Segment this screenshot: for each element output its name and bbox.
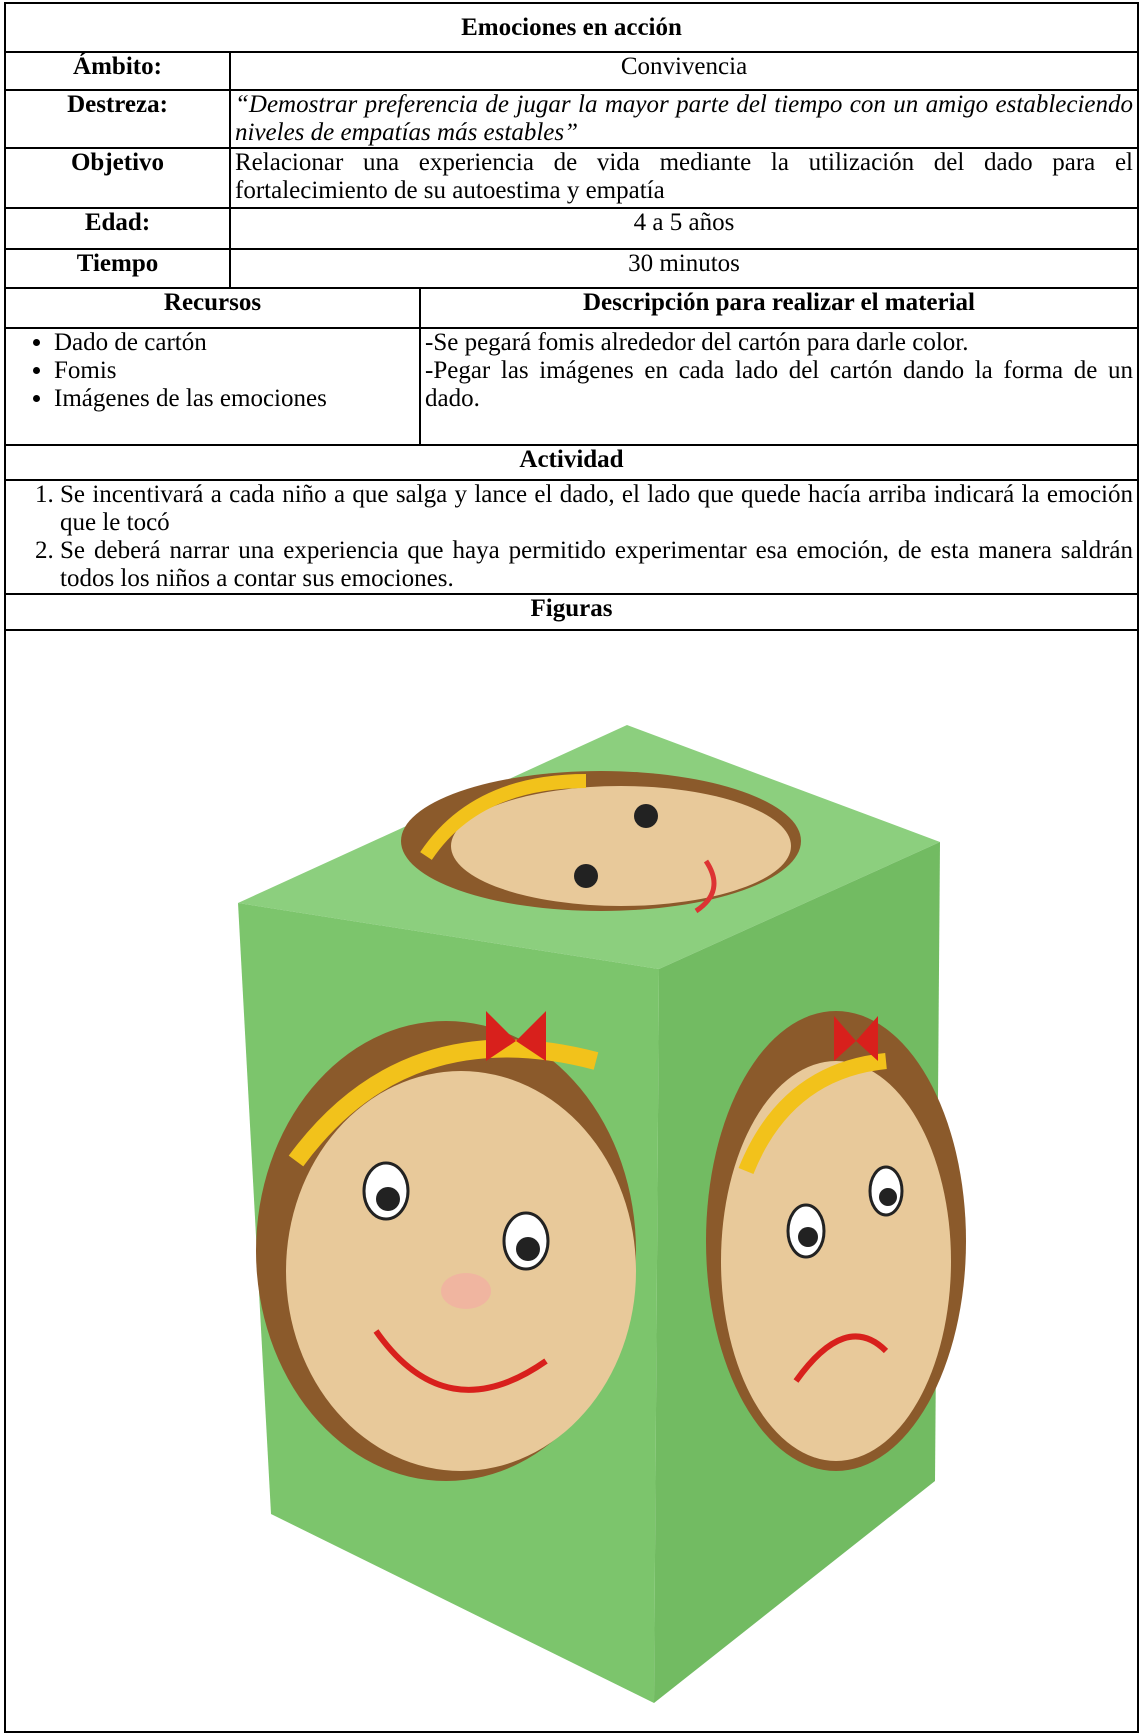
label: Destreza: bbox=[4, 89, 231, 149]
description-header: Descripción para realizar el material bbox=[419, 287, 1139, 329]
resources-list: Dado de cartón Fomis Imágenes de las emo… bbox=[4, 327, 421, 446]
activity-sheet: Emociones en acción Ámbito: Convivencia … bbox=[4, 2, 1139, 1733]
value: 30 minutos bbox=[229, 248, 1139, 289]
list: Dado de cartón Fomis Imágenes de las emo… bbox=[10, 329, 415, 413]
activity-header: Actividad bbox=[4, 444, 1139, 481]
left-face bbox=[256, 1011, 636, 1481]
description-item: -Se pegará fomis alrededor del cartón pa… bbox=[425, 329, 969, 356]
figures-header: Figuras bbox=[4, 593, 1139, 631]
value: “Demostrar preferencia de jugar la mayor… bbox=[229, 89, 1139, 149]
label: Edad: bbox=[4, 207, 231, 250]
step: Se deberá narrar una experiencia que hay… bbox=[60, 537, 1133, 593]
description-list: -Se pegará fomis alrededor del cartón pa… bbox=[419, 327, 1139, 446]
activity-steps: Se incentivará a cada niño a que salga y… bbox=[4, 479, 1139, 595]
figure-cell bbox=[4, 629, 1139, 1733]
dice-illustration bbox=[238, 725, 966, 1703]
label: Ámbito: bbox=[4, 51, 231, 91]
resource: Dado de cartón bbox=[54, 329, 415, 357]
title: Emociones en acción bbox=[4, 2, 1139, 53]
step: Se incentivará a cada niño a que salga y… bbox=[60, 481, 1133, 537]
value: Convivencia bbox=[229, 51, 1139, 91]
resources-header: Recursos bbox=[4, 287, 421, 329]
top-face bbox=[401, 771, 801, 914]
right-face bbox=[706, 1011, 966, 1471]
value: Relacionar una experiencia de vida media… bbox=[229, 147, 1139, 209]
list: Se incentivará a cada niño a que salga y… bbox=[10, 481, 1133, 593]
label: Objetivo bbox=[4, 147, 231, 209]
resource: Imágenes de las emociones bbox=[54, 385, 415, 413]
resource: Fomis bbox=[54, 357, 415, 385]
value: 4 a 5 años bbox=[229, 207, 1139, 250]
description-item: -Pegar las imágenes en cada lado del car… bbox=[425, 357, 1133, 412]
label: Tiempo bbox=[4, 248, 231, 289]
